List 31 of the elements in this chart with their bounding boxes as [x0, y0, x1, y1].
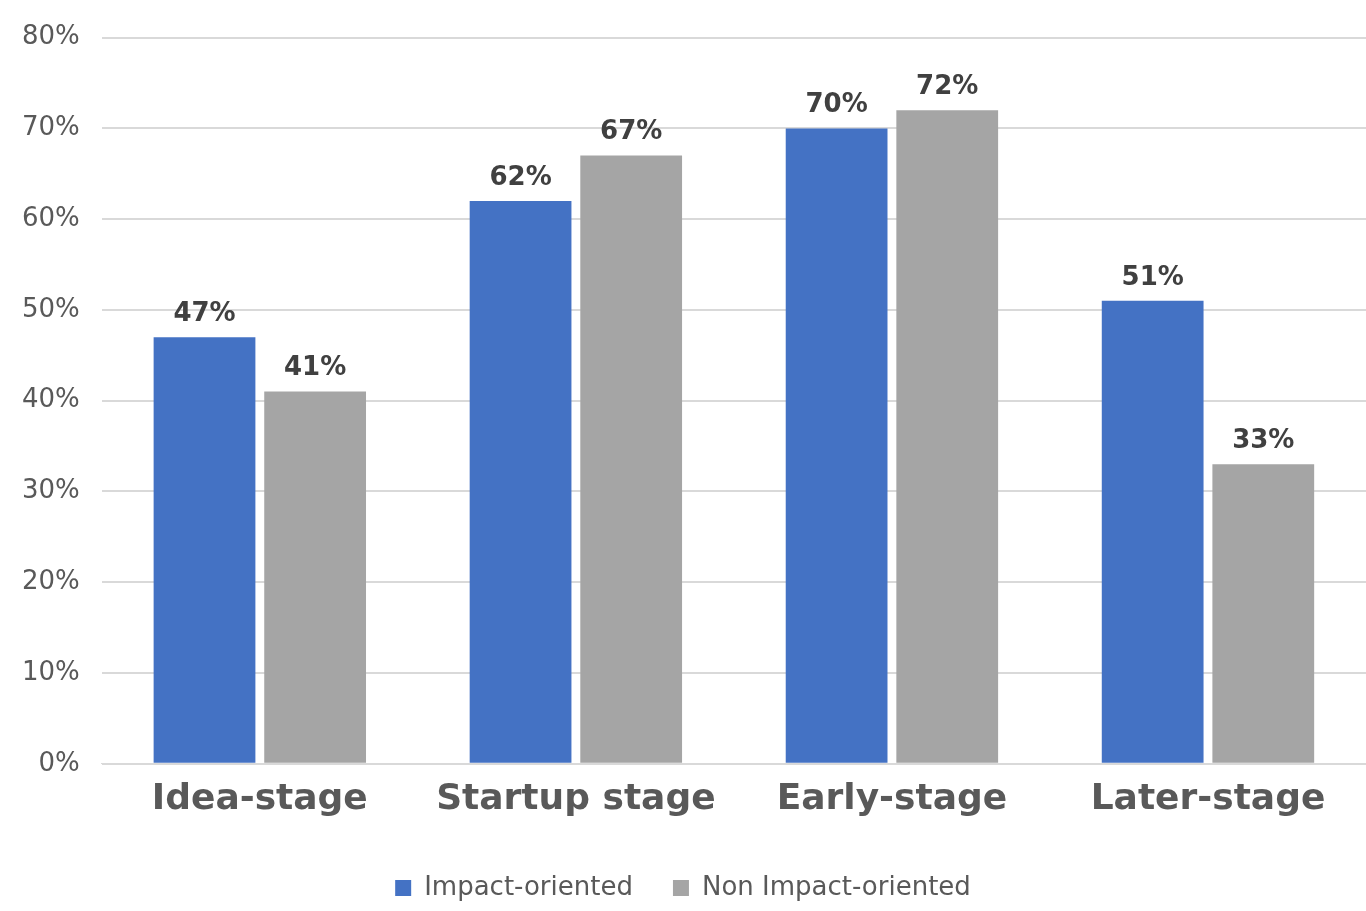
data-label: 72%: [916, 69, 979, 100]
y-tick-label: 20%: [21, 565, 80, 595]
bar: [264, 391, 367, 763]
bar: [896, 110, 999, 763]
y-tick-label: 60%: [21, 201, 80, 232]
y-tick-label: 80%: [21, 20, 80, 51]
y-tick-label: 10%: [21, 655, 80, 686]
bar: [1212, 464, 1315, 763]
bar: [153, 337, 256, 763]
x-tick-label: Startup stage: [436, 775, 716, 817]
bar: [785, 128, 888, 763]
bar: [469, 201, 572, 763]
y-tick-label: 30%: [21, 474, 80, 505]
x-tick-label: Idea-stage: [151, 775, 368, 817]
data-label: 41%: [284, 351, 347, 382]
data-label: 62%: [489, 160, 552, 191]
bar: [580, 155, 683, 763]
data-label: 33%: [1232, 423, 1295, 454]
y-tick-label: 40%: [21, 383, 80, 414]
y-tick-label: 70%: [21, 111, 80, 142]
bar: [1101, 300, 1204, 763]
data-label: 70%: [805, 88, 868, 119]
data-label: 67%: [600, 115, 663, 146]
y-tick-label: 50%: [21, 292, 80, 323]
legend-label: Impact-oriented: [424, 870, 633, 901]
legend-label: Non Impact-oriented: [701, 870, 971, 901]
y-tick-label: 0%: [38, 746, 80, 777]
data-label: 47%: [173, 296, 236, 327]
data-label: 51%: [1121, 260, 1184, 291]
x-tick-label: Early-stage: [776, 775, 1008, 817]
x-tick-label: Later-stage: [1090, 775, 1326, 817]
